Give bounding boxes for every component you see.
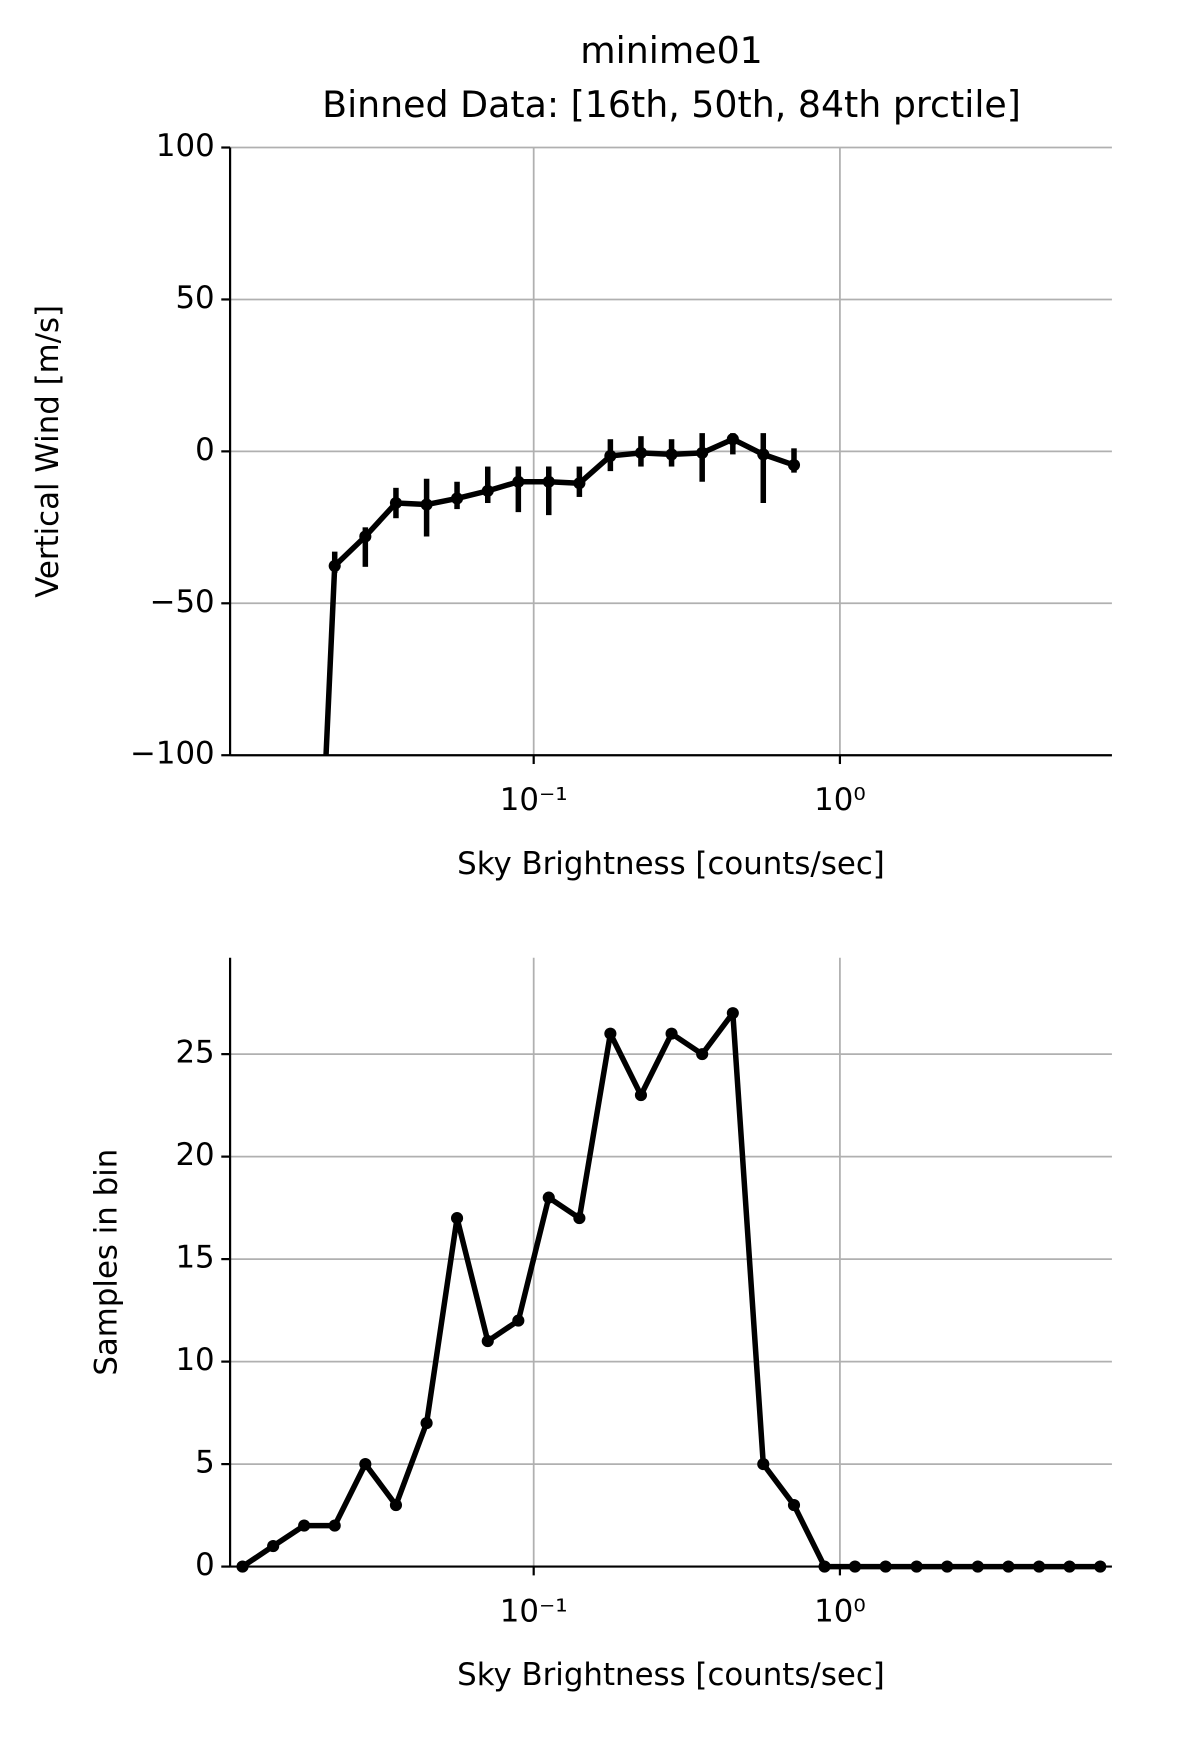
x-tick-label: 10⁰ — [814, 782, 866, 818]
plot-root: minime01 Binned Data: [16th, 50th, 84th … — [30, 29, 1112, 1693]
y-tick-label: −100 — [130, 736, 215, 772]
data-point — [542, 1191, 555, 1204]
data-point — [910, 1560, 923, 1573]
y-tick-label: 0 — [195, 1547, 215, 1583]
data-point — [481, 1335, 494, 1348]
data-point — [787, 458, 801, 472]
data-point — [787, 1499, 801, 1512]
data-point — [328, 1519, 341, 1532]
data — [236, 1007, 1107, 1573]
axes: −100 −50 0 50 100 10⁻¹ 10⁰ Sky Brightness [coun… — [30, 128, 1112, 1238]
data-point — [512, 475, 525, 488]
data-point — [1002, 1560, 1015, 1573]
data-point — [604, 449, 617, 462]
data — [298, 433, 801, 1238]
data-point — [604, 1027, 617, 1040]
x-tick-label: 10⁰ — [814, 1593, 866, 1629]
y-axis-label: Vertical Wind [m/s] — [30, 305, 66, 598]
data-point — [726, 1007, 739, 1020]
data-point — [420, 498, 433, 511]
x-tick-label: 10⁻¹ — [500, 1593, 568, 1629]
data-point — [726, 433, 739, 446]
data-point — [450, 492, 464, 505]
axes: 0 5 10 15 20 25 10⁻¹ 10⁰ Sky Brightness [counts/… — [88, 957, 1112, 1693]
data-point — [359, 1458, 372, 1471]
data-point — [298, 1519, 311, 1532]
y-tick-label: 25 — [175, 1035, 214, 1071]
data-point — [542, 475, 555, 488]
data-point — [941, 1560, 954, 1573]
data-point — [634, 446, 647, 459]
y-tick-label: 5 — [195, 1445, 215, 1481]
data-point — [420, 1417, 433, 1430]
data-point — [818, 1560, 831, 1573]
data-point — [236, 1560, 249, 1573]
data-point — [298, 1226, 310, 1238]
data-line — [240, 1010, 1101, 1570]
chart-title: minime01 — [580, 29, 763, 72]
data-point — [696, 1048, 709, 1061]
data-point — [359, 530, 372, 543]
data-point — [1033, 1560, 1046, 1573]
data-point — [450, 1212, 464, 1225]
data-point — [1063, 1560, 1076, 1573]
data-point — [512, 1314, 525, 1327]
data-line — [323, 436, 795, 756]
data-point — [267, 1540, 280, 1553]
y-tick-label: 15 — [175, 1240, 214, 1276]
y-axis-label: Samples in bin — [88, 1149, 124, 1376]
data-point — [665, 1027, 678, 1040]
y-tick-label: 10 — [175, 1342, 214, 1378]
x-axis-label: Sky Brightness [counts/sec] — [457, 1657, 885, 1693]
y-tick-label: 0 — [195, 432, 215, 468]
data-point — [665, 448, 678, 461]
data-point — [328, 559, 341, 572]
data-point — [481, 484, 494, 497]
x-axis-label: Sky Brightness [counts/sec] — [457, 846, 885, 882]
data-point — [696, 446, 709, 459]
y-tick-label: −50 — [150, 584, 215, 620]
data-point — [879, 1560, 892, 1573]
y-tick-label: 50 — [175, 280, 214, 316]
data-point — [389, 1499, 403, 1512]
data-point — [634, 1089, 647, 1102]
y-tick-label: 20 — [175, 1137, 214, 1173]
data-point — [389, 496, 403, 510]
y-tick-label: 100 — [156, 128, 215, 164]
data-point — [757, 1458, 770, 1471]
data-point — [971, 1560, 984, 1573]
data-point — [848, 1560, 862, 1573]
data-point — [573, 477, 586, 490]
data-point — [573, 1212, 586, 1225]
data-point — [1094, 1560, 1107, 1573]
data-point — [757, 448, 770, 461]
chart-subtitle: Binned Data: [16th, 50th, 84th prctile] — [322, 83, 1021, 126]
x-tick-label: 10⁻¹ — [500, 782, 568, 818]
